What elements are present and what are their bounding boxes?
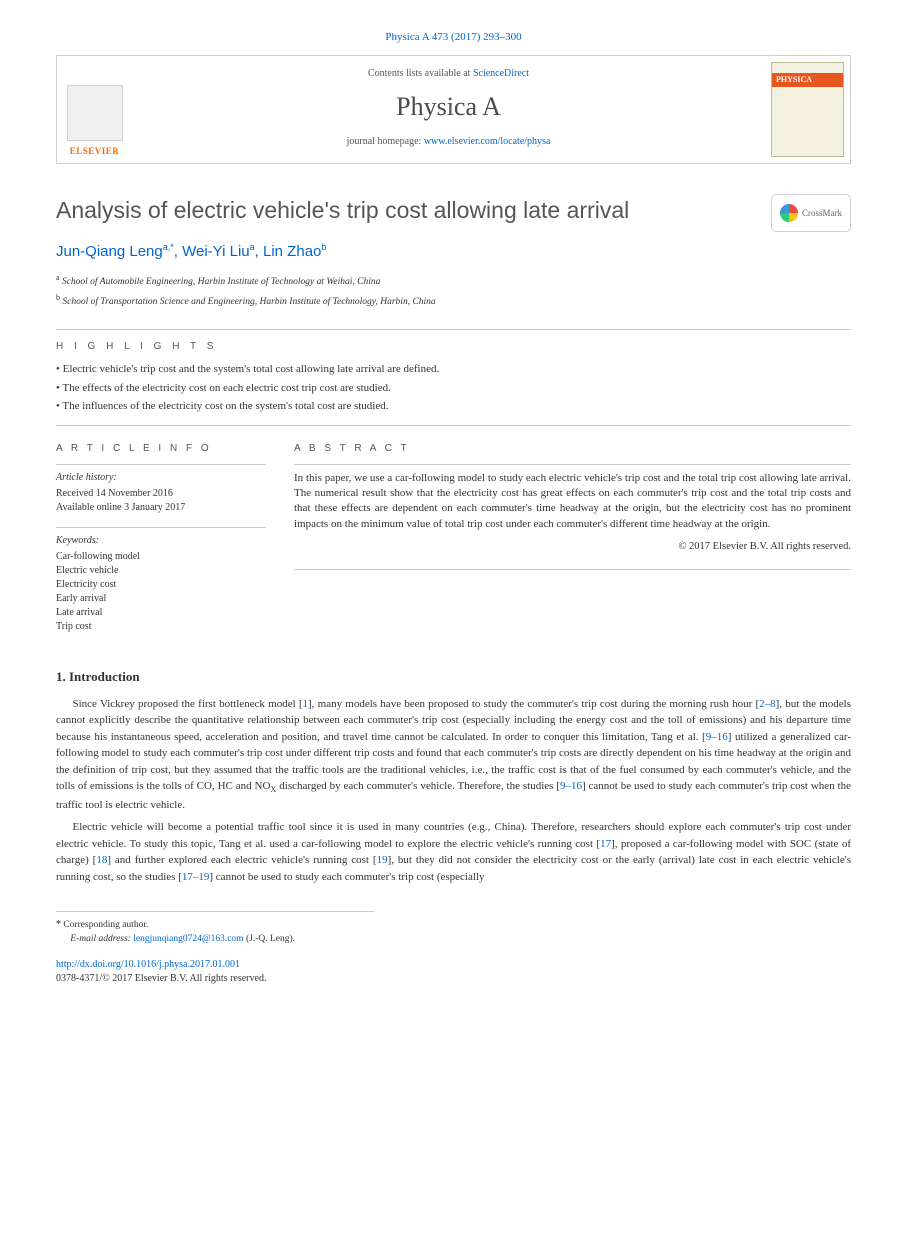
keyword: Late arrival — [56, 606, 266, 620]
abstract-text: In this paper, we use a car-following mo… — [294, 471, 851, 533]
author: Jun-Qiang Lenga,* — [56, 243, 174, 260]
citation-link[interactable]: 2–8 — [759, 698, 776, 710]
rule — [56, 527, 266, 528]
crossmark-icon — [780, 204, 798, 222]
highlight-item: The influences of the electricity cost o… — [56, 399, 851, 414]
highlight-item: Electric vehicle's trip cost and the sys… — [56, 362, 851, 377]
keywords-head: Keywords: — [56, 534, 266, 548]
article-info-column: a r t i c l e i n f o Article history: R… — [56, 432, 266, 646]
keyword: Early arrival — [56, 592, 266, 606]
citation-link[interactable]: 9–16 — [560, 780, 582, 792]
crossmark-label: CrossMark — [802, 207, 842, 220]
highlight-item: The effects of the electricity cost on e… — [56, 381, 851, 396]
history-head: Article history: — [56, 471, 266, 485]
citation-link[interactable]: 1 — [303, 698, 309, 710]
abstract-copyright: © 2017 Elsevier B.V. All rights reserved… — [294, 540, 851, 555]
keyword: Car-following model — [56, 550, 266, 564]
rule — [294, 569, 851, 570]
cover-thumbnail: PHYSICA — [771, 62, 844, 157]
history-available: Available online 3 January 2017 — [56, 501, 266, 515]
citation-link[interactable]: 9–16 — [706, 731, 728, 743]
citation-link[interactable]: 19 — [377, 854, 388, 866]
keyword: Trip cost — [56, 620, 266, 634]
contents-prefix: Contents lists available at — [368, 68, 473, 79]
sciencedirect-link[interactable]: ScienceDirect — [473, 68, 529, 79]
keywords-block: Keywords: Car-following modelElectric ve… — [56, 534, 266, 634]
contents-list-line: Contents lists available at ScienceDirec… — [142, 67, 755, 81]
homepage-link[interactable]: www.elsevier.com/locate/physa — [424, 136, 551, 147]
history-block: Article history: Received 14 November 20… — [56, 471, 266, 515]
affiliation: b School of Transportation Science and E… — [56, 292, 851, 309]
header-citation: Physica A 473 (2017) 293–300 — [56, 30, 851, 45]
highlights-list: Electric vehicle's trip cost and the sys… — [56, 362, 851, 414]
publisher-name: ELSEVIER — [70, 145, 120, 158]
citation-link[interactable]: 17–19 — [182, 871, 210, 883]
publisher-logo-block: ELSEVIER — [57, 56, 132, 163]
keyword: Electricity cost — [56, 578, 266, 592]
rule — [294, 464, 851, 465]
footnotes: * Corresponding author. E-mail address: … — [56, 911, 374, 946]
corresponding-email-link[interactable]: lengjunqiang0724@163.com — [133, 934, 243, 944]
abstract-label: a b s t r a c t — [294, 442, 851, 456]
intro-paragraph-1: Since Vickrey proposed the first bottlen… — [56, 696, 851, 814]
keyword: Electric vehicle — [56, 564, 266, 578]
doi-link[interactable]: http://dx.doi.org/10.1016/j.physa.2017.0… — [56, 959, 240, 970]
crossmark-badge[interactable]: CrossMark — [771, 194, 851, 232]
issn-copyright-line: 0378-4371/© 2017 Elsevier B.V. All right… — [56, 972, 851, 986]
email-line: E-mail address: lengjunqiang0724@163.com… — [56, 933, 374, 946]
intro-paragraph-2: Electric vehicle will become a potential… — [56, 819, 851, 885]
abstract-column: a b s t r a c t In this paper, we use a … — [294, 432, 851, 646]
doi-block: http://dx.doi.org/10.1016/j.physa.2017.0… — [56, 958, 851, 986]
article-info-label: a r t i c l e i n f o — [56, 442, 266, 456]
banner-center: Contents lists available at ScienceDirec… — [132, 56, 765, 163]
email-label: E-mail address: — [70, 934, 133, 944]
homepage-prefix: journal homepage: — [347, 136, 424, 147]
highlights-label: h i g h l i g h t s — [56, 340, 851, 354]
corresponding-author-note: * Corresponding author. — [56, 918, 374, 932]
homepage-line: journal homepage: www.elsevier.com/locat… — [142, 135, 755, 149]
journal-name: Physica A — [142, 89, 755, 125]
rule — [56, 329, 851, 330]
journal-banner: ELSEVIER Contents lists available at Sci… — [56, 55, 851, 164]
info-abstract-row: a r t i c l e i n f o Article history: R… — [56, 432, 851, 646]
journal-cover: PHYSICA — [765, 56, 850, 163]
author: Wei-Yi Liua — [182, 243, 255, 260]
citation-link[interactable]: 18 — [96, 854, 107, 866]
author: Lin Zhaob — [263, 243, 326, 260]
article-title: Analysis of electric vehicle's trip cost… — [56, 194, 851, 226]
section-heading-intro: 1. Introduction — [56, 668, 851, 686]
elsevier-tree-icon — [67, 85, 123, 141]
history-received: Received 14 November 2016 — [56, 487, 266, 501]
affiliation: a School of Automobile Engineering, Harb… — [56, 272, 851, 289]
rule — [56, 425, 851, 426]
email-suffix: (J.-Q. Leng). — [244, 934, 295, 944]
rule — [56, 464, 266, 465]
citation-link[interactable]: 17 — [600, 838, 611, 850]
author-list: Jun-Qiang Lenga,*, Wei-Yi Liua, Lin Zhao… — [56, 241, 851, 262]
cover-label: PHYSICA — [776, 74, 812, 85]
